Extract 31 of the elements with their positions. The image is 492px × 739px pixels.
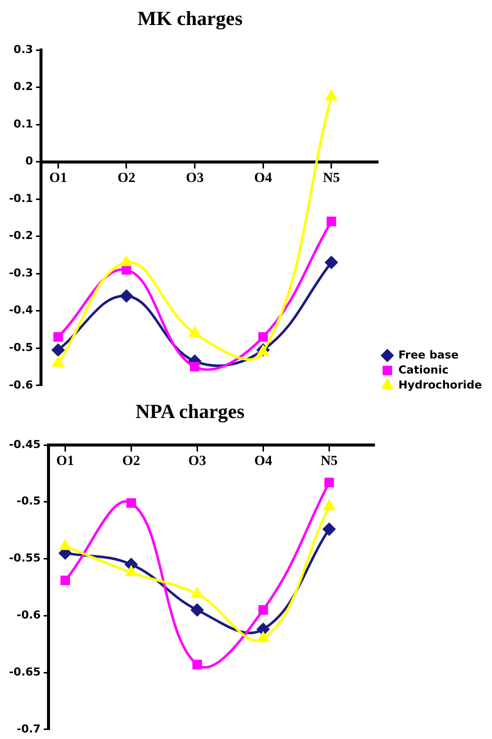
- y-tick-label: -0.5: [16, 494, 41, 508]
- y-tick-label: -0.6: [16, 608, 42, 622]
- y-tick-label: 0: [25, 154, 34, 168]
- y-tick-label: -0.45: [8, 438, 41, 451]
- x-tick-label: O2: [117, 170, 136, 186]
- y-tick-label: -0.7: [16, 722, 41, 736]
- legend-label: Free base: [398, 348, 459, 362]
- x-tick-label: O3: [186, 170, 204, 186]
- y-tick-label: -0.5: [8, 340, 34, 354]
- y-tick-label: 0.3: [14, 42, 34, 56]
- x-tick-label: O1: [49, 170, 68, 186]
- y-tick-label: 0.2: [14, 80, 34, 94]
- x-tick-label: O4: [254, 454, 272, 470]
- x-tick-label: N5: [322, 170, 340, 186]
- y-tick-label: -0.1: [8, 192, 34, 205]
- chart-title: NPA charges: [134, 401, 246, 424]
- chart-title: MK charges: [136, 8, 244, 31]
- x-tick-label: O2: [122, 454, 140, 470]
- y-tick-label: -0.6: [8, 378, 34, 392]
- y-tick-label: -0.55: [8, 552, 41, 565]
- y-tick-label: -0.4: [8, 304, 34, 317]
- x-tick-label: N5: [320, 454, 338, 470]
- y-tick-label: -0.65: [8, 665, 41, 678]
- x-tick-label: O4: [254, 170, 272, 186]
- y-tick-label: -0.2: [8, 229, 34, 242]
- y-tick-label: -0.3: [8, 266, 34, 280]
- x-tick-label: O3: [188, 454, 206, 470]
- x-tick-label: O1: [56, 454, 74, 470]
- legend-label: Cationic: [398, 363, 449, 376]
- y-tick-label: 0.1: [14, 117, 34, 130]
- legend-label: Hydrochoride: [398, 378, 482, 392]
